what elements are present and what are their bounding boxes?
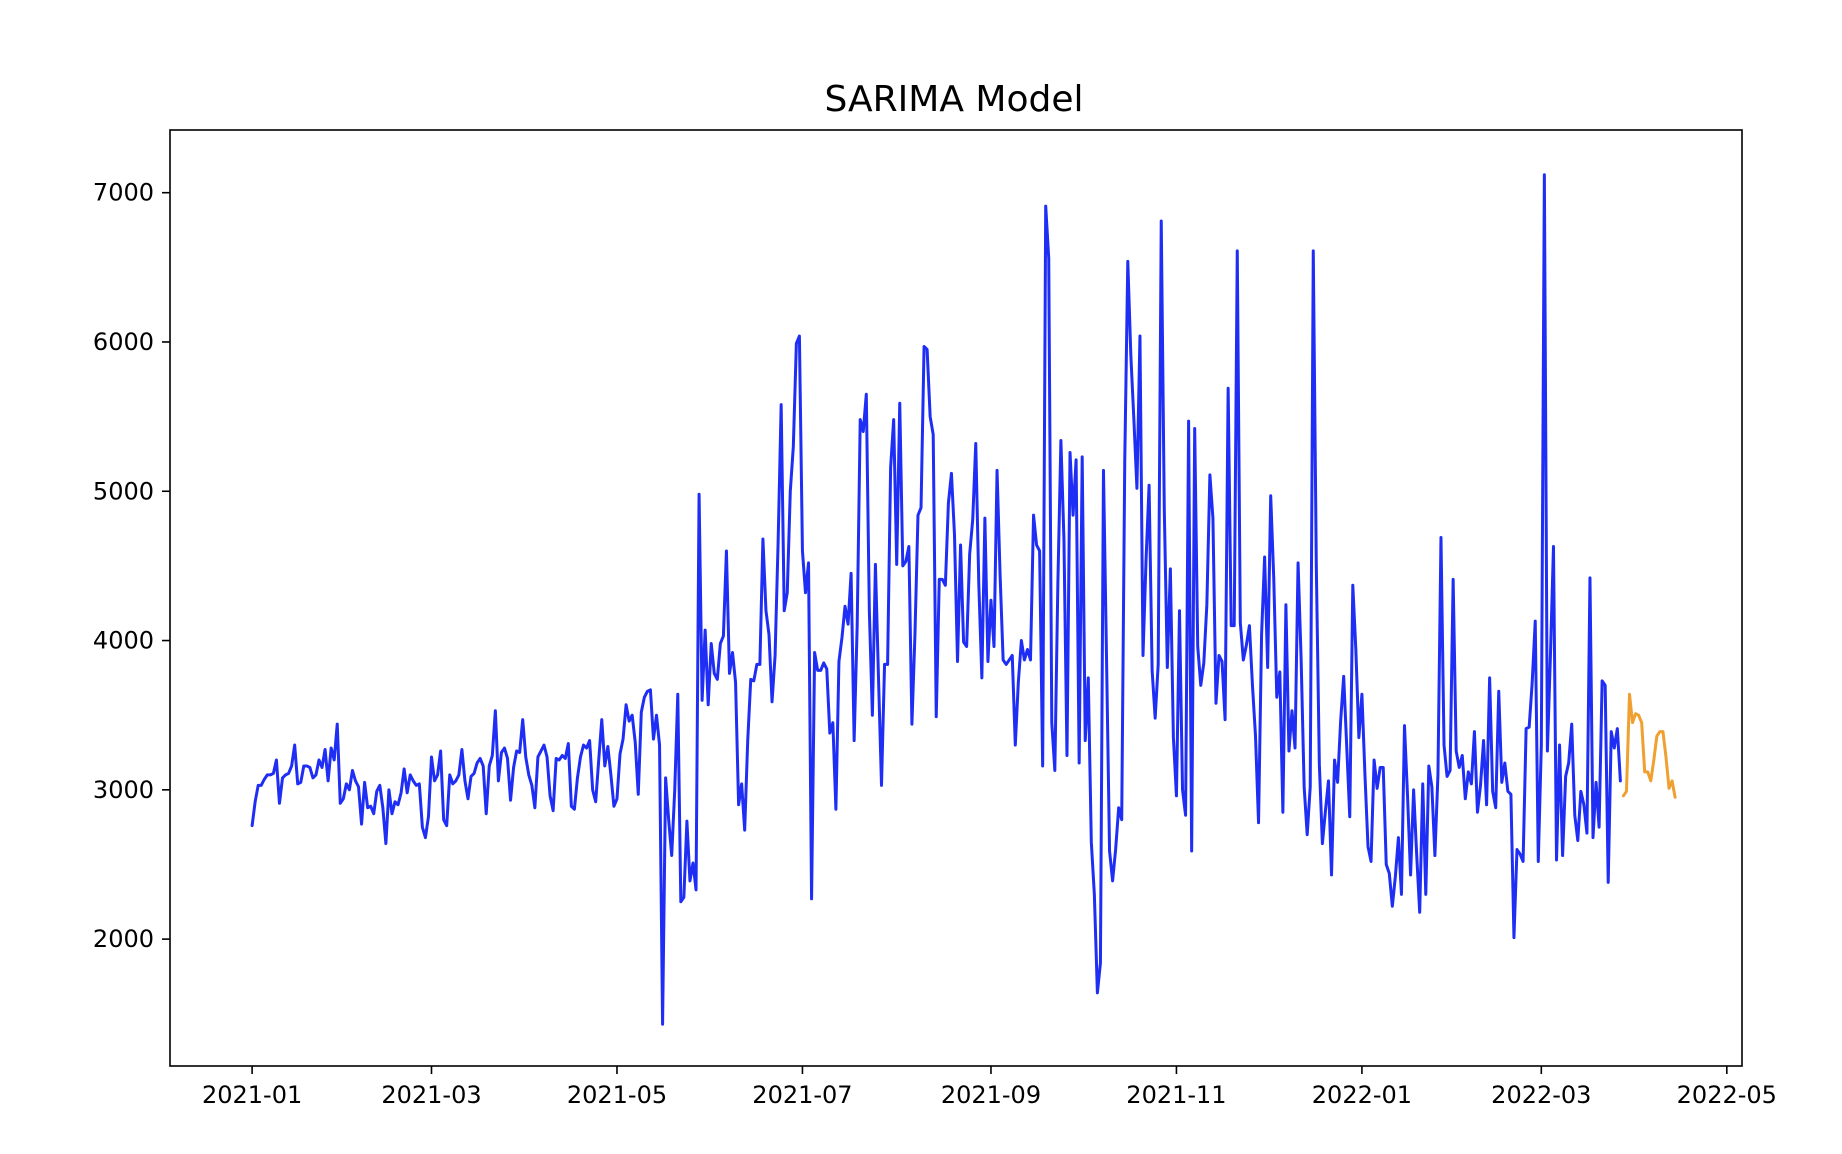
x-tick-label: 2021-11 [1126, 1081, 1226, 1109]
x-tick-label: 2021-09 [941, 1081, 1041, 1109]
y-tick-label: 4000 [93, 627, 154, 655]
x-tick-label: 2022-05 [1677, 1081, 1777, 1109]
axes-frame [169, 129, 1743, 1067]
y-tick-label: 7000 [93, 179, 154, 207]
plot-area [250, 173, 1677, 1026]
x-tick-label: 2021-03 [381, 1081, 481, 1109]
y-tick-label: 5000 [93, 477, 154, 505]
series-line-2 [1621, 692, 1677, 799]
y-axis: 2000 3000 4000 5000 6000 7000 [93, 179, 170, 953]
x-tick-label: 2022-03 [1491, 1081, 1591, 1109]
y-tick-label: 3000 [93, 776, 154, 804]
y-tick-label: 6000 [93, 328, 154, 356]
x-tick-label: 2022-01 [1312, 1081, 1412, 1109]
chart-title: SARIMA Model [825, 79, 1084, 120]
x-axis: 2021-01 2021-03 2021-05 2021-07 2021-09 2021-… [202, 1066, 1777, 1109]
x-tick-label: 2021-05 [567, 1081, 667, 1109]
x-tick-label: 2021-01 [202, 1081, 302, 1109]
series-line-1 [250, 173, 1622, 1026]
x-tick-label: 2021-07 [752, 1081, 852, 1109]
y-tick-label: 2000 [93, 925, 154, 953]
